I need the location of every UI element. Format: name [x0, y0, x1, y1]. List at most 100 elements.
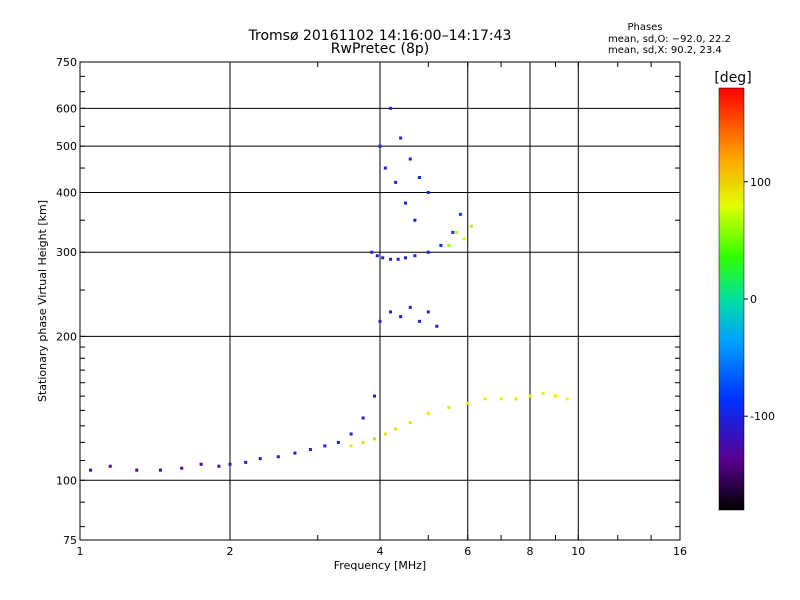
y-tick-label: 400 — [56, 186, 77, 199]
colorbar-label: [deg] — [714, 70, 751, 86]
data-point — [528, 394, 532, 398]
data-point — [408, 157, 412, 161]
data-point — [361, 440, 365, 444]
data-point — [383, 166, 387, 170]
data-point — [426, 411, 430, 415]
data-point — [217, 464, 221, 468]
x-tick-label: 2 — [227, 545, 234, 558]
y-tick-label: 300 — [56, 246, 77, 259]
data-point — [553, 394, 557, 398]
x-tick-labels: 1 2 4 6 8 10 16 — [77, 545, 688, 558]
data-point — [483, 397, 487, 401]
colorbar-ticks: 100 0 -100 — [744, 176, 775, 423]
data-point — [276, 455, 280, 459]
data-point — [403, 201, 407, 205]
y-tick-label: 750 — [56, 56, 77, 69]
data-point — [381, 256, 385, 260]
scatter-points — [89, 106, 569, 472]
data-point — [413, 254, 417, 258]
data-point — [455, 230, 459, 234]
data-point — [439, 243, 443, 247]
data-point — [135, 468, 139, 472]
data-point — [451, 230, 455, 234]
data-point — [447, 405, 451, 409]
data-point — [383, 432, 387, 436]
data-point — [180, 466, 184, 470]
y-tick-label: 75 — [63, 534, 77, 547]
x-tick-label: 1 — [77, 545, 84, 558]
data-point — [426, 190, 430, 194]
data-point — [447, 243, 451, 247]
data-point — [514, 397, 518, 401]
data-point — [378, 144, 382, 148]
data-point — [158, 468, 162, 472]
data-point — [399, 136, 403, 140]
y-tick-labels: 75 100 200 300 400 500 600 750 — [56, 56, 77, 547]
data-point — [349, 444, 353, 448]
data-point — [408, 421, 412, 425]
data-point — [565, 397, 569, 401]
data-point — [396, 257, 400, 261]
data-point — [370, 250, 374, 254]
data-point — [435, 324, 439, 328]
data-point — [389, 106, 393, 110]
colorbar-tick-label: -100 — [750, 410, 775, 423]
data-point — [394, 180, 398, 184]
y-tick-label: 600 — [56, 102, 77, 115]
data-point — [426, 250, 430, 254]
x-tick-label: 10 — [571, 545, 585, 558]
x-tick-label: 16 — [673, 545, 687, 558]
data-point — [375, 254, 379, 258]
data-point — [378, 319, 382, 323]
data-point — [417, 319, 421, 323]
data-point — [108, 464, 112, 468]
stats-o-mode: mean, sd,O: −92.0, 22.2 — [608, 34, 731, 45]
y-tick-label: 500 — [56, 140, 77, 153]
stats-x-mode: mean, sd,X: 90.2, 23.4 — [608, 45, 722, 56]
stats-heading: Phases — [627, 22, 662, 33]
data-point — [469, 224, 473, 228]
data-point — [199, 462, 203, 466]
data-point — [417, 175, 421, 179]
x-tick-label: 4 — [377, 545, 384, 558]
data-point — [258, 457, 262, 461]
x-tick-label: 6 — [464, 545, 471, 558]
data-point — [399, 315, 403, 319]
data-point — [244, 460, 248, 464]
data-point — [361, 416, 365, 420]
data-point — [462, 237, 466, 241]
data-point — [403, 256, 407, 260]
data-point — [228, 462, 232, 466]
data-point — [389, 257, 393, 261]
grid-lines — [80, 62, 680, 540]
data-point — [413, 218, 417, 222]
data-point — [394, 427, 398, 431]
data-point — [458, 212, 462, 216]
data-point — [499, 397, 503, 401]
colorbar-tick-label: 0 — [750, 293, 757, 306]
data-point — [293, 451, 297, 455]
data-point — [323, 444, 327, 448]
data-point — [308, 447, 312, 451]
colorbar-tick-label: 100 — [750, 176, 771, 189]
x-tick-label: 8 — [527, 545, 534, 558]
data-point — [373, 437, 377, 441]
colorbar — [718, 87, 745, 511]
data-point — [89, 468, 93, 472]
data-point — [426, 310, 430, 314]
data-point — [349, 432, 353, 436]
chart-title: Tromsø 20161102 14:16:00–14:17:43 — [248, 28, 512, 44]
data-point — [373, 394, 377, 398]
chart-subtitle: RwPretec (8p) — [331, 41, 429, 57]
data-point — [408, 305, 412, 309]
x-axis-label: Frequency [MHz] — [334, 559, 426, 572]
data-point — [541, 391, 545, 395]
data-point — [336, 440, 340, 444]
y-tick-label: 100 — [56, 474, 77, 487]
data-point — [389, 310, 393, 314]
y-axis-label: Stationary phase Virtual Height [km] — [36, 200, 49, 402]
minor-ticks — [79, 61, 681, 540]
data-point — [466, 401, 470, 405]
y-tick-label: 200 — [56, 330, 77, 343]
